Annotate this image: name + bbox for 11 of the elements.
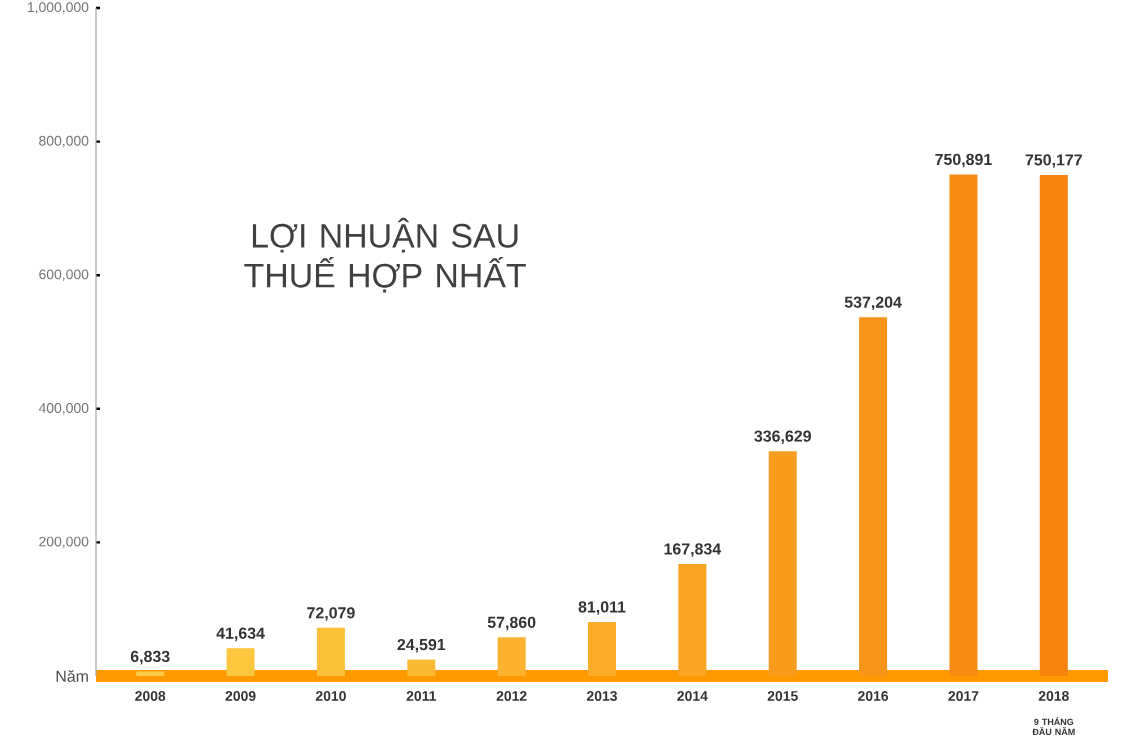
bar — [226, 648, 255, 676]
bar — [316, 627, 345, 676]
bar — [1039, 174, 1068, 676]
bar — [588, 621, 617, 676]
bar — [678, 563, 707, 676]
bar — [949, 174, 978, 676]
bar — [768, 451, 797, 676]
text: LỢI NHUẬN SAU THUẾ HỢP NHẤT — [244, 217, 526, 293]
bar — [497, 637, 526, 676]
bar — [859, 317, 888, 676]
bar — [407, 659, 436, 676]
